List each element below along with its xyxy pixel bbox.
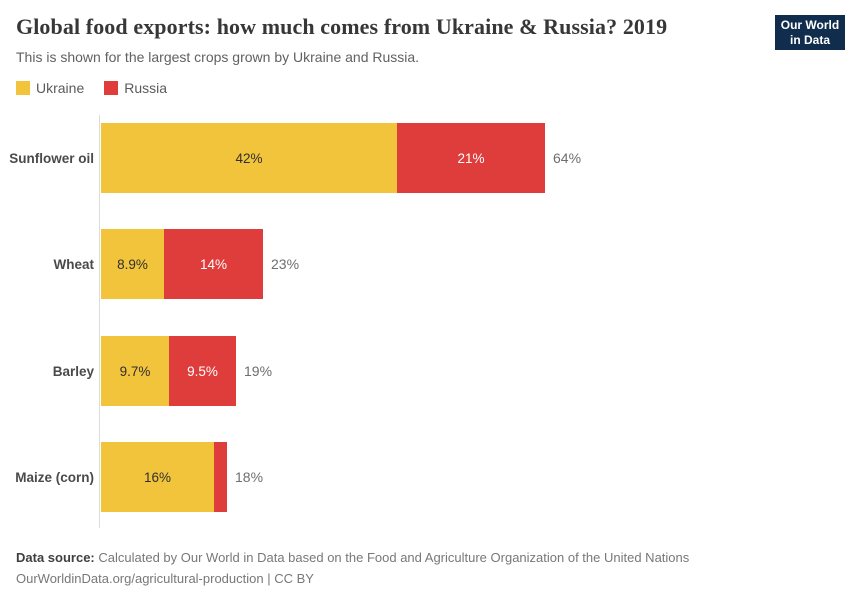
chart-subtitle: This is shown for the largest crops grow… [16, 49, 420, 65]
bar-value-label: 14% [199, 256, 228, 272]
bar-value-label: 21% [457, 150, 485, 166]
bar-segment-russia[interactable]: 14% [164, 229, 263, 299]
bar-segment-ukraine[interactable]: 16% [101, 442, 214, 512]
category-label: Maize (corn) [15, 469, 94, 485]
footer-note: OurWorldinData.org/agricultural-producti… [16, 571, 314, 586]
chart-title: Global food exports: how much comes from… [16, 14, 668, 39]
data-source-label: Data source: [16, 550, 95, 565]
data-source-text: Calculated by Our World in Data based on… [98, 550, 690, 565]
bar-value-label: 42% [235, 150, 263, 166]
bar-value-label: 8.9% [117, 256, 148, 272]
bar-total-label: 18% [235, 469, 264, 485]
legend: Ukraine Russia [16, 80, 167, 96]
bar-row: Wheat 8.9% 14% 23% [0, 229, 850, 299]
bar-value-label: 9.7% [119, 363, 151, 379]
category-label: Sunflower oil [9, 150, 94, 166]
bar-segment-ukraine[interactable]: 42% [101, 123, 397, 193]
bar-row: Sunflower oil 42% 21% 64% [0, 123, 850, 193]
legend-label-russia: Russia [124, 80, 168, 96]
bar-row: Maize (corn) 16% 18% [0, 442, 850, 512]
bar-total-label: 64% [553, 150, 582, 166]
bar-value-label: 16% [143, 469, 172, 485]
legend-item-ukraine[interactable]: Ukraine [16, 80, 84, 96]
russia-swatch [104, 81, 119, 95]
data-source-line: Data source: Calculated by Our World in … [16, 547, 836, 568]
chart-footer: Data source: Calculated by Our World in … [16, 547, 836, 589]
bar-segment-russia[interactable] [214, 442, 227, 512]
bar-total-label: 19% [244, 363, 273, 379]
stacked-bar: 16% [101, 442, 227, 512]
owid-logo-box: Our World in Data [775, 15, 845, 50]
bar-segment-russia[interactable]: 21% [397, 123, 545, 193]
bar-row: Barley 9.7% 9.5% 19% [0, 336, 850, 406]
bar-segment-russia[interactable]: 9.5% [169, 336, 236, 406]
legend-item-russia[interactable]: Russia [104, 80, 167, 96]
ukraine-swatch [16, 81, 30, 95]
owid-logo[interactable]: Our World in Data [775, 15, 845, 54]
category-label: Barley [52, 363, 94, 379]
bar-value-label: 9.5% [187, 363, 218, 379]
legend-label-ukraine: Ukraine [36, 80, 85, 96]
stacked-bar: 42% 21% [101, 123, 545, 193]
bar-segment-ukraine[interactable]: 9.7% [101, 336, 169, 406]
bar-segment-ukraine[interactable]: 8.9% [101, 229, 164, 299]
owid-logo-line2: in Data [789, 32, 830, 47]
stacked-bar: 8.9% 14% [101, 229, 263, 299]
stacked-bar: 9.7% 9.5% [101, 336, 236, 406]
category-label: Wheat [53, 256, 95, 272]
y-axis-line [99, 115, 100, 528]
bar-total-label: 23% [271, 256, 300, 272]
owid-logo-line1: Our World [780, 18, 840, 33]
